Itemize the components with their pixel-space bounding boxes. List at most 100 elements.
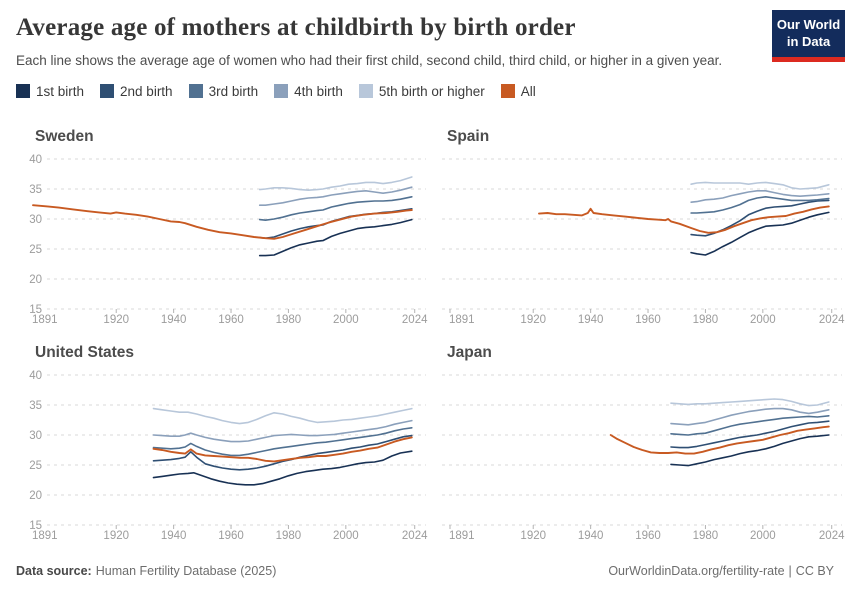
license-link[interactable]: CC BY (795, 564, 834, 578)
legend-label: All (520, 83, 536, 99)
x-tick-label: 1891 (32, 530, 58, 542)
owid-logo[interactable]: Our World in Data (772, 10, 845, 62)
legend-label: 4th birth (294, 83, 343, 99)
line-all (152, 436, 413, 463)
footer-separator: | (788, 564, 792, 578)
panel-title: Sweden (35, 128, 94, 145)
x-tick-label: 1940 (161, 530, 187, 542)
legend-item-3rd-birth: 3rd birth (188, 83, 259, 99)
y-tick-label: 25 (29, 460, 42, 472)
legend-swatch (274, 84, 289, 99)
x-tick-label: 1940 (161, 314, 187, 326)
y-tick-label: 25 (29, 244, 42, 256)
panel-united-states: United States 40 35 30 25 20 15 1891 1920 1940 196… (16, 344, 436, 545)
y-tick-label: 35 (29, 400, 42, 412)
x-tick-label: 1940 (578, 314, 604, 326)
legend-label: 5th birth or higher (378, 83, 485, 99)
x-tick-label: 1980 (693, 314, 719, 326)
x-tick-label: 2024 (402, 530, 428, 542)
legend-label: 2nd birth (120, 83, 173, 99)
y-tick-label: 35 (29, 184, 42, 196)
line-1st-birth (258, 218, 413, 257)
owid-logo-line2: in Data (786, 33, 831, 49)
x-tick-label: 1940 (578, 530, 604, 542)
panel-title: Japan (447, 344, 492, 361)
legend-item-all: All (500, 83, 536, 99)
data-source-label: Data source: (16, 564, 92, 578)
line-2nd-birth (690, 199, 830, 237)
line-1st-birth (670, 434, 830, 467)
panel-spain: Spain 1891 1920 1940 1960 1980 2000 2024 (428, 128, 848, 329)
line-5th-birth-or-higher (152, 407, 413, 425)
x-tick-label: 1980 (693, 530, 719, 542)
y-gridlines: 40 35 30 25 20 15 (29, 154, 426, 316)
x-axis: 1891 1920 1940 1960 1980 2000 2024 (32, 525, 428, 542)
line-3rd-birth (258, 196, 413, 221)
y-tick-label: 30 (29, 214, 42, 226)
x-tick-label: 1960 (218, 530, 244, 542)
y-gridlines (442, 158, 842, 310)
panel-title: United States (35, 344, 135, 361)
panel-sweden: Sweden 40 35 30 25 20 15 1891 1920 1940 1960 1980 20… (16, 128, 436, 329)
data-source: Data source: Human Fertility Database (20… (16, 564, 276, 578)
owid-url-link[interactable]: OurWorldinData.org/fertility-rate (608, 564, 785, 578)
x-tick-label: 2024 (819, 530, 845, 542)
line-4th-birth (152, 419, 413, 443)
legend-item-1st-birth: 1st birth (16, 84, 84, 99)
line-5th-birth-or-higher (670, 398, 830, 407)
line-3rd-birth (152, 427, 413, 457)
line-1st-birth (690, 211, 830, 256)
y-gridlines: 40 35 30 25 20 15 (29, 370, 426, 532)
panel-japan: Japan 1891 1920 1940 1960 1980 2000 2024 (428, 344, 848, 545)
line-2nd-birth (670, 420, 830, 449)
line-all (538, 205, 830, 234)
line-2nd-birth (152, 434, 413, 471)
x-tick-label: 1960 (635, 530, 661, 542)
x-tick-label: 2000 (333, 530, 359, 542)
x-tick-label: 1920 (103, 314, 129, 326)
line-5th-birth-or-higher (258, 176, 413, 191)
legend-label: 1st birth (36, 83, 85, 99)
y-tick-label: 20 (29, 274, 42, 286)
line-all (32, 204, 413, 240)
x-tick-label: 1920 (520, 530, 546, 542)
y-tick-label: 40 (29, 370, 42, 382)
legend-item-2nd-birth: 2nd birth (100, 84, 173, 99)
x-tick-label: 1891 (32, 314, 58, 326)
y-tick-label: 20 (29, 490, 42, 502)
x-tick-label: 2024 (819, 314, 845, 326)
x-tick-label: 2024 (402, 314, 428, 326)
x-tick-label: 2000 (333, 314, 359, 326)
x-tick-label: 1891 (449, 314, 475, 326)
x-tick-label: 1920 (520, 314, 546, 326)
line-4th-birth (670, 407, 830, 426)
x-tick-label: 1980 (276, 530, 302, 542)
line-5th-birth-or-higher (690, 181, 830, 190)
x-tick-label: 1960 (635, 314, 661, 326)
legend-swatch (500, 84, 515, 99)
y-tick-label: 15 (29, 520, 42, 532)
legend-swatch (16, 84, 30, 99)
footer-links: OurWorldinData.org/fertility-rate | CC BY (608, 564, 834, 578)
line-3rd-birth (670, 415, 830, 436)
legend: 1st birth 2nd birth 3rd birth 4th birth 5th … (16, 84, 834, 99)
data-source-text: Human Fertility Database (2025) (95, 564, 277, 578)
y-tick-label: 40 (29, 154, 42, 166)
chart-japan: 1891 1920 1940 1960 1980 2000 2024 (442, 374, 845, 542)
legend-item-4th-birth: 4th birth (274, 84, 343, 99)
x-tick-label: 1920 (103, 530, 129, 542)
y-tick-label: 15 (29, 304, 42, 316)
x-axis: 1891 1920 1940 1960 1980 2000 2024 (449, 525, 845, 542)
line-4th-birth (690, 190, 830, 203)
legend-swatch (358, 84, 373, 99)
line-3rd-birth (690, 196, 830, 214)
legend-label: 3rd birth (208, 83, 259, 99)
x-tick-label: 1980 (276, 314, 302, 326)
line-4th-birth (258, 186, 413, 206)
footer: Data source: Human Fertility Database (20… (0, 564, 850, 578)
legend-swatch (100, 84, 115, 99)
charts-grid: Sweden 40 35 30 25 20 15 1891 1920 1940 1960 1980 20… (0, 128, 850, 564)
x-axis: 1891 1920 1940 1960 1980 2000 2024 (32, 309, 428, 326)
